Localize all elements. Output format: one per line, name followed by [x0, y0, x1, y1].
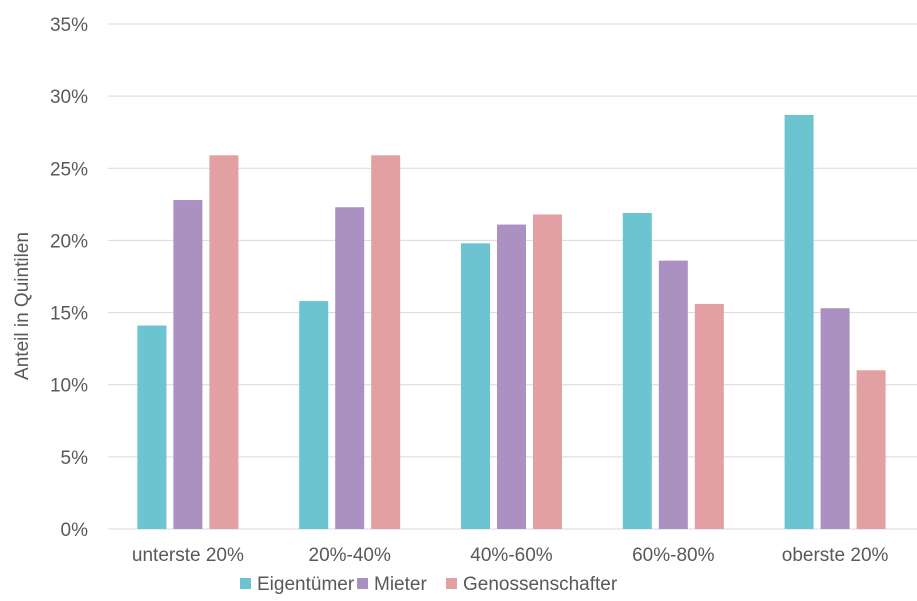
bar [784, 114, 814, 530]
bar [461, 243, 490, 530]
bar [299, 301, 329, 529]
bar [622, 213, 652, 529]
x-tick-label: 60%-80% [632, 545, 714, 566]
x-tick-label: unterste 20% [132, 545, 244, 566]
legend-label: Mieter [374, 574, 427, 595]
legend-item: Mieter [357, 574, 427, 595]
legend-swatch [240, 578, 251, 589]
bar [658, 260, 688, 529]
x-tick-label: 20%-40% [309, 545, 391, 566]
y-tick-label: 10% [50, 376, 88, 397]
y-tick-label: 30% [50, 87, 88, 108]
bar [371, 155, 401, 530]
bar [209, 155, 239, 530]
bar [335, 207, 365, 529]
legend-label: Eigentümer [257, 574, 355, 595]
y-tick-label: 20% [50, 231, 88, 252]
legend-swatch [357, 578, 368, 589]
bar [694, 303, 724, 529]
legend-swatch [446, 578, 457, 589]
legend-item: Eigentümer [240, 574, 355, 595]
bar [533, 214, 562, 529]
y-tick-label: 25% [50, 159, 88, 180]
legend-item: Genossenschafter [446, 574, 618, 595]
x-tick-labels: unterste 20% 20%-40% 40%-60% 60%-80% oberste… [132, 545, 889, 566]
bar [497, 224, 526, 530]
y-tick-label: 5% [61, 448, 89, 469]
bar [173, 200, 203, 529]
y-tick-label: 35% [50, 15, 88, 36]
y-tick-label: 15% [50, 304, 88, 325]
y-tick-labels: 0% 5% 10% 15% 20% 25% 30% 35% [50, 15, 88, 541]
y-axis-title: Anteil in Quintilen [12, 232, 33, 380]
bar [137, 325, 167, 529]
bar [856, 370, 886, 529]
x-tick-label: oberste 20% [782, 545, 889, 566]
bar [820, 308, 850, 529]
bars [137, 114, 886, 530]
legend: Eigentümer Mieter Genossenschafter [240, 574, 618, 595]
x-tick-label: 40%-60% [470, 545, 552, 566]
legend-label: Genossenschafter [463, 574, 618, 595]
y-tick-label: 0% [61, 520, 89, 541]
